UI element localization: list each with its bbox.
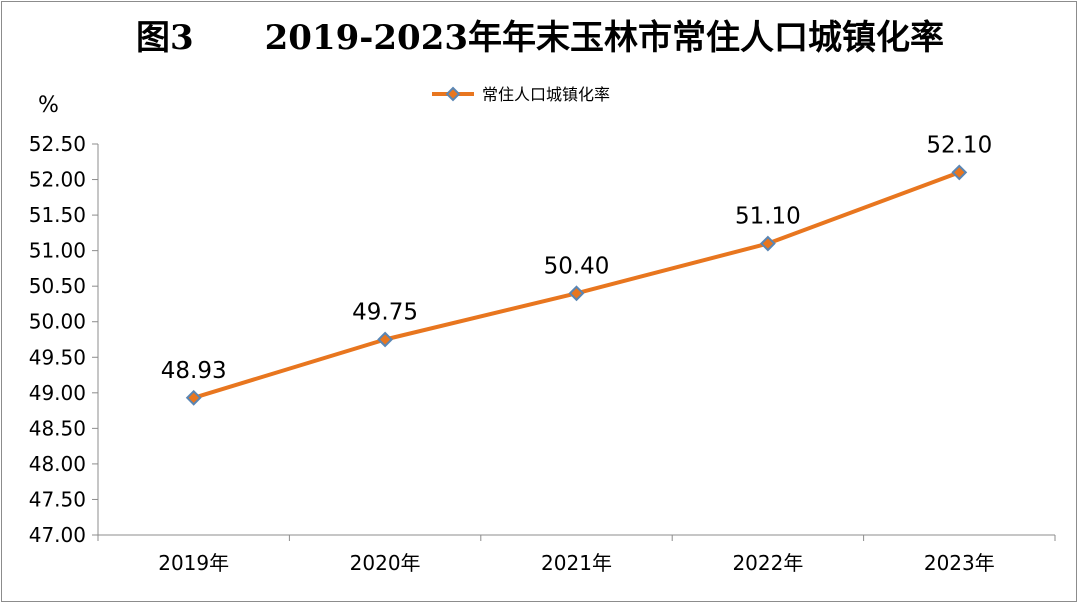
x-tick-label: 2019年	[158, 551, 229, 575]
legend-marker	[445, 86, 461, 102]
legend-entry-label: 常住人口城镇化率	[482, 85, 610, 104]
legend: 常住人口城镇化率	[432, 85, 610, 104]
data-point-marker	[377, 331, 394, 348]
y-tick-label: 48.00	[29, 452, 86, 476]
x-tick-label: 2022年	[732, 551, 803, 575]
x-tick-label: 2021年	[541, 551, 612, 575]
y-axis-unit-label: %	[38, 93, 59, 118]
x-tick-label: 2020年	[350, 551, 421, 575]
data-label: 51.10	[735, 204, 801, 230]
y-tick-label: 47.00	[29, 523, 86, 547]
y-tick-label: 52.50	[29, 132, 86, 156]
data-point-marker	[185, 389, 202, 406]
chart-title: 图3 2019-2023年年末玉林市常住人口城镇化率	[135, 18, 945, 58]
data-point-marker	[951, 164, 968, 181]
y-tick-label: 49.50	[29, 345, 86, 369]
y-tick-label: 50.00	[29, 310, 86, 334]
x-ticks: 2019年 2020年 2021年 2022年 2023年	[97, 535, 1056, 575]
series-layer: 48.93 49.75 50.40 51.10 52.10	[161, 132, 992, 406]
y-tick-label: 47.50	[29, 487, 86, 511]
x-tick-label: 2023年	[924, 551, 995, 575]
y-ticks: 47.00 47.50 48.00 48.50 49.00 49.50 50.00 50.50…	[29, 132, 98, 547]
axes: %	[38, 93, 1055, 536]
y-tick-label: 52.00	[29, 168, 86, 192]
y-tick-label: 51.50	[29, 203, 86, 227]
y-tick-label: 50.50	[29, 274, 86, 298]
y-tick-label: 49.00	[29, 381, 86, 405]
data-label: 52.10	[926, 132, 992, 158]
data-point-marker	[568, 285, 585, 302]
series-line	[193, 170, 960, 400]
y-tick-label: 51.00	[29, 239, 86, 263]
data-label: 50.40	[544, 253, 610, 279]
data-label: 48.93	[161, 358, 227, 384]
data-point-marker	[759, 235, 776, 252]
y-tick-label: 48.50	[29, 416, 86, 440]
data-label: 49.75	[352, 300, 418, 326]
